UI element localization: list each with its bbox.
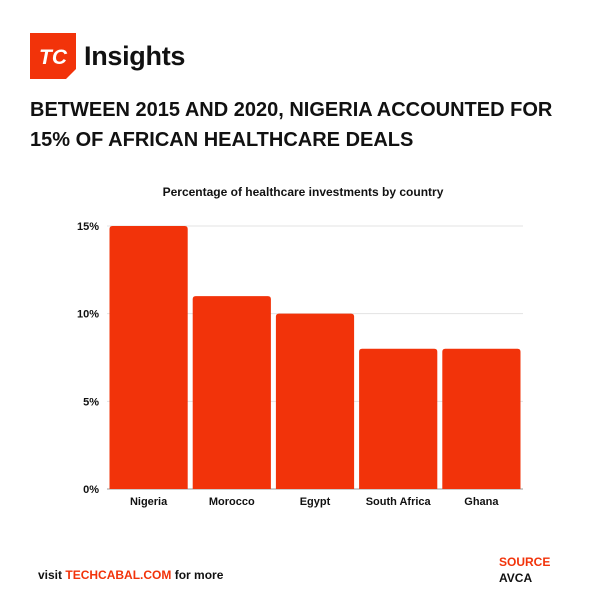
footer-visit: visit TECHCABAL.COM for more <box>38 568 223 582</box>
bar-egypt <box>275 313 355 489</box>
source-label: SOURCE <box>499 555 551 569</box>
bar-ghana <box>442 348 521 489</box>
y-tick-label: 15% <box>77 221 99 233</box>
x-tick-label: Nigeria <box>130 496 168 508</box>
x-tick-label: Egypt <box>300 496 331 508</box>
logo-text: TC <box>39 46 68 69</box>
source-block: SOURCE AVCA <box>499 554 550 586</box>
y-tick-label: 5% <box>83 396 99 408</box>
headline: BETWEEN 2015 AND 2020, NIGERIA ACCOUNTED… <box>30 99 553 151</box>
y-tick-label: 10% <box>77 309 99 321</box>
bar-south-africa <box>359 348 438 489</box>
brand: TC Insights <box>30 33 185 79</box>
footer-suffix: for more <box>171 568 224 582</box>
footer-prefix: visit <box>38 568 66 582</box>
techcabal-link[interactable]: TECHCABAL.COM <box>65 568 172 582</box>
x-tick-label: Morocco <box>209 496 255 508</box>
source-value: AVCA <box>499 571 533 585</box>
bar-morocco <box>192 296 271 489</box>
techcabal-logo-icon: TC <box>30 33 76 79</box>
x-tick-label: South Africa <box>366 496 432 508</box>
brand-name: Insights <box>84 40 186 71</box>
bar-nigeria <box>109 226 188 489</box>
x-tick-label: Ghana <box>464 496 499 508</box>
chart-title: Percentage of healthcare investments by … <box>163 185 444 199</box>
y-tick-label: 0% <box>83 484 99 496</box>
